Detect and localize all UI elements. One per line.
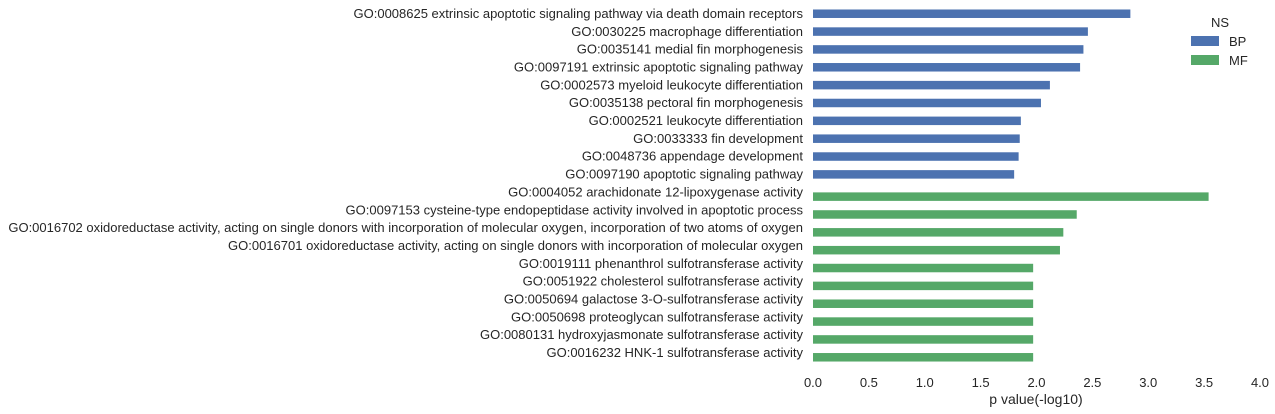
category-label: GO:0033333 fin development <box>633 131 803 146</box>
bar-bp <box>813 63 1081 72</box>
category-label: GO:0016701 oxidoreductase activity, acti… <box>228 238 803 253</box>
bar-mf <box>813 192 1209 201</box>
x-tick-label: 3.0 <box>1139 375 1157 390</box>
x-axis-label: p value(-log10) <box>989 391 1082 407</box>
legend-label-mf: MF <box>1229 53 1248 68</box>
bar-mf <box>813 263 1034 273</box>
bar-mf <box>813 210 1077 219</box>
bar-bp <box>813 45 1084 54</box>
bar-bp <box>813 80 1050 90</box>
category-label: GO:0097190 apoptotic signaling pathway <box>565 167 803 182</box>
bar-mf <box>813 228 1064 237</box>
category-label: GO:0002521 leukocyte differentiation <box>589 113 803 128</box>
category-label: GO:0080131 hydroxyjasmonate sulfotransfe… <box>480 327 804 342</box>
category-label: GO:0030225 macrophage differentiation <box>571 24 803 39</box>
x-tick-label: 2.5 <box>1083 375 1101 390</box>
bars-layer <box>813 9 1209 362</box>
bar-mf <box>813 335 1034 344</box>
bar-mf <box>813 299 1034 308</box>
x-tick-label: 3.5 <box>1195 375 1213 390</box>
legend-swatch-bp <box>1191 36 1219 46</box>
category-label: GO:0050698 proteoglycan sulfotransferase… <box>511 309 803 324</box>
bar-mf <box>813 353 1034 362</box>
category-label: GO:0016232 HNK-1 sulfotransferase activi… <box>546 345 803 360</box>
category-label: GO:0048736 appendage development <box>582 149 804 164</box>
legend-label-bp: BP <box>1229 34 1246 49</box>
x-tick-label: 1.5 <box>972 375 990 390</box>
category-label: GO:0035138 pectoral fin morphogenesis <box>569 95 804 110</box>
bar-mf <box>813 281 1034 291</box>
bar-mf <box>813 317 1034 326</box>
category-label: GO:0002573 myeloid leukocyte differentia… <box>540 77 803 92</box>
category-label: GO:0097191 extrinsic apoptotic signaling… <box>514 59 804 74</box>
category-label: GO:0035141 medial fin morphogenesis <box>577 42 804 57</box>
bar-bp <box>813 152 1019 161</box>
bar-bp <box>813 98 1041 108</box>
bar-bp <box>813 134 1020 143</box>
bar-mf <box>813 245 1060 255</box>
category-label: GO:0097153 cysteine-type endopeptidase a… <box>346 202 804 217</box>
category-label: GO:0004052 arachidonate 12-lipoxygenase … <box>508 184 803 199</box>
x-tick-label: 1.0 <box>916 375 934 390</box>
x-axis-ticks: 0.0 0.5 1.0 1.5 2.0 2.5 3.0 3.5 4.0 <box>804 375 1269 390</box>
legend-swatch-mf <box>1191 55 1219 65</box>
category-label: GO:0019111 phenanthrol sulfotransferase … <box>519 256 804 271</box>
x-tick-label: 0.0 <box>804 375 822 390</box>
bar-bp <box>813 27 1088 36</box>
category-label: GO:0008625 extrinsic apoptotic signaling… <box>354 6 804 21</box>
category-label: GO:0051922 cholesterol sulfotransferase … <box>523 274 804 289</box>
bar-bp <box>813 170 1015 179</box>
x-tick-label: 4.0 <box>1251 375 1269 390</box>
bar-bp <box>813 116 1021 126</box>
x-tick-label: 0.5 <box>860 375 878 390</box>
category-labels: GO:0008625 extrinsic apoptotic signaling… <box>8 6 803 360</box>
bar-bp <box>813 9 1131 18</box>
category-label: GO:0050694 galactose 3-O-sulfotransferas… <box>504 292 804 307</box>
category-label: GO:0016702 oxidoreductase activity, acti… <box>8 220 803 235</box>
legend-title: NS <box>1211 15 1229 30</box>
x-tick-label: 2.0 <box>1027 375 1045 390</box>
